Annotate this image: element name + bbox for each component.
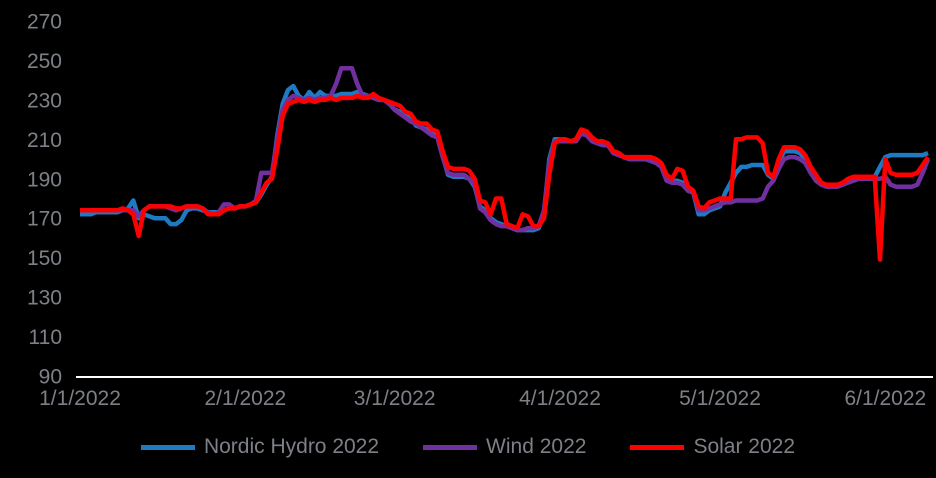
y-tick-label: 250 <box>27 50 62 73</box>
y-tick-label: 150 <box>27 247 62 270</box>
wind-line-swatch <box>423 444 478 450</box>
chart-legend: Nordic Hydro 2022 Wind 2022 Solar 2022 <box>0 435 936 459</box>
y-tick-label: 270 <box>27 11 62 34</box>
y-tick-label: 90 <box>39 366 62 389</box>
y-tick-label: 230 <box>27 89 62 112</box>
nordic-hydro-line-swatch <box>140 444 195 450</box>
legend-label-wind: Wind 2022 <box>486 435 587 458</box>
y-tick-label: 190 <box>27 168 62 191</box>
x-tick-label: 3/1/2022 <box>354 387 436 410</box>
x-tick-label: 5/1/2022 <box>679 387 761 410</box>
x-tick-label: 1/1/2022 <box>39 387 121 410</box>
legend-item-solar: Solar 2022 <box>630 435 795 459</box>
legend-item-nordic-hydro: Nordic Hydro 2022 <box>140 435 380 459</box>
x-tick-label: 4/1/2022 <box>519 387 601 410</box>
legend-item-wind: Wind 2022 <box>423 435 586 459</box>
series-line-wind-2022 <box>80 66 931 233</box>
y-tick-label: 130 <box>27 287 62 310</box>
legend-label-solar: Solar 2022 <box>693 435 796 458</box>
x-tick-label: 6/1/2022 <box>844 387 926 410</box>
series-line-solar-2022 <box>80 91 930 262</box>
solar-line-swatch <box>630 444 685 450</box>
y-tick-label: 110 <box>29 326 62 349</box>
x-tick-label: 2/1/2022 <box>204 387 286 410</box>
y-tick-label: 170 <box>27 208 62 231</box>
y-tick-label: 210 <box>27 129 62 152</box>
legend-label-nordic-hydro: Nordic Hydro 2022 <box>203 435 380 458</box>
